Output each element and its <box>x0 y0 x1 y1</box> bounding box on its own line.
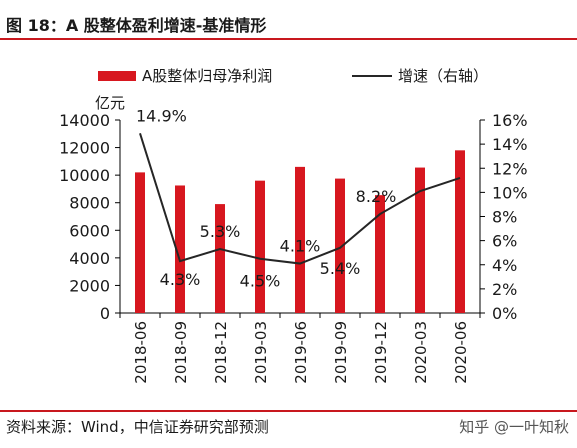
right-axis-tick-label: 16% <box>492 111 528 130</box>
bar-2019-12 <box>375 195 385 313</box>
data-label-2018-06: 14.9% <box>136 106 187 125</box>
bar-2020-06 <box>455 150 465 313</box>
left-axis-tick-label: 10000 <box>59 166 110 185</box>
line-series <box>139 132 461 265</box>
right-axis-tick-label: 4% <box>492 256 517 275</box>
left-axis-unit: 亿元 <box>95 94 125 112</box>
legend-label-bar: A股整体归母净利润 <box>142 67 272 85</box>
source-note: 资料来源：Wind，中信证券研究部预测 <box>6 418 269 436</box>
left-axis-tick-label: 4000 <box>69 249 110 268</box>
data-label-2018-09: 4.3% <box>160 270 201 289</box>
x-axis-tick-label: 2018-06 <box>132 321 150 384</box>
right-axis-tick-label: 8% <box>492 208 517 227</box>
data-label-2019-06: 4.1% <box>280 237 321 256</box>
x-axis-tick-label: 2018-09 <box>172 321 190 384</box>
bar-2018-06 <box>135 172 145 313</box>
data-labels: 14.9% 4.3% 5.3% 4.5% 4.1% 5.4% 8.2% <box>136 106 396 290</box>
bar-2018-12 <box>215 204 225 313</box>
data-label-2019-09: 5.4% <box>320 259 361 278</box>
chart-legend: A股整体归母净利润 增速（右轴） <box>98 67 488 85</box>
right-axis-tick-label: 12% <box>492 159 528 178</box>
title-divider <box>0 38 577 40</box>
left-axis-tick-label: 0 <box>100 304 110 323</box>
left-axis-tick-label: 14000 <box>59 111 110 130</box>
x-axis-tick-label: 2020-06 <box>452 321 470 384</box>
data-label-2019-03: 4.5% <box>240 272 281 291</box>
legend-swatch-bar <box>98 71 136 81</box>
bar-2018-09 <box>175 185 185 313</box>
bar-series <box>135 150 465 313</box>
x-axis-tick-label: 2019-09 <box>332 321 350 384</box>
legend-label-line: 增速（右轴） <box>398 67 488 85</box>
bar-2019-06 <box>295 166 305 313</box>
x-axis-tick-label: 2019-12 <box>372 321 390 384</box>
watermark: 知乎 @一叶知秋 <box>459 418 569 436</box>
x-axis-tick-label: 2019-06 <box>292 321 310 384</box>
figure-title: 图 18：A 股整体盈利增速-基准情形 <box>6 16 267 35</box>
left-axis-tick-label: 8000 <box>69 194 110 213</box>
bar-2019-09 <box>335 178 345 313</box>
right-axis-tick-label: 10% <box>492 183 528 202</box>
right-axis-tick-label: 14% <box>492 135 528 154</box>
x-axis-tick-label: 2019-03 <box>252 321 270 384</box>
bar-2019-03 <box>255 180 265 313</box>
right-axis-tick-label: 0% <box>492 304 517 323</box>
x-axis-tick-label: 2018-12 <box>212 321 230 384</box>
left-axis-tick-label: 2000 <box>69 276 110 295</box>
data-label-2019-12: 8.2% <box>356 187 397 206</box>
x-axis-tick-label: 2020-03 <box>412 321 430 384</box>
right-axis-tick-label: 2% <box>492 280 517 299</box>
left-axis-tick-label: 6000 <box>69 221 110 240</box>
data-label-2018-12: 5.3% <box>200 222 241 241</box>
left-axis-tick-label: 12000 <box>59 139 110 158</box>
bar-2020-03 <box>415 167 425 313</box>
earnings-growth-chart: A股整体归母净利润 增速（右轴） 亿元 0 2000 4000 6000 8000 100… <box>59 67 528 384</box>
footer-divider <box>0 410 577 412</box>
right-axis-tick-label: 6% <box>492 232 517 251</box>
